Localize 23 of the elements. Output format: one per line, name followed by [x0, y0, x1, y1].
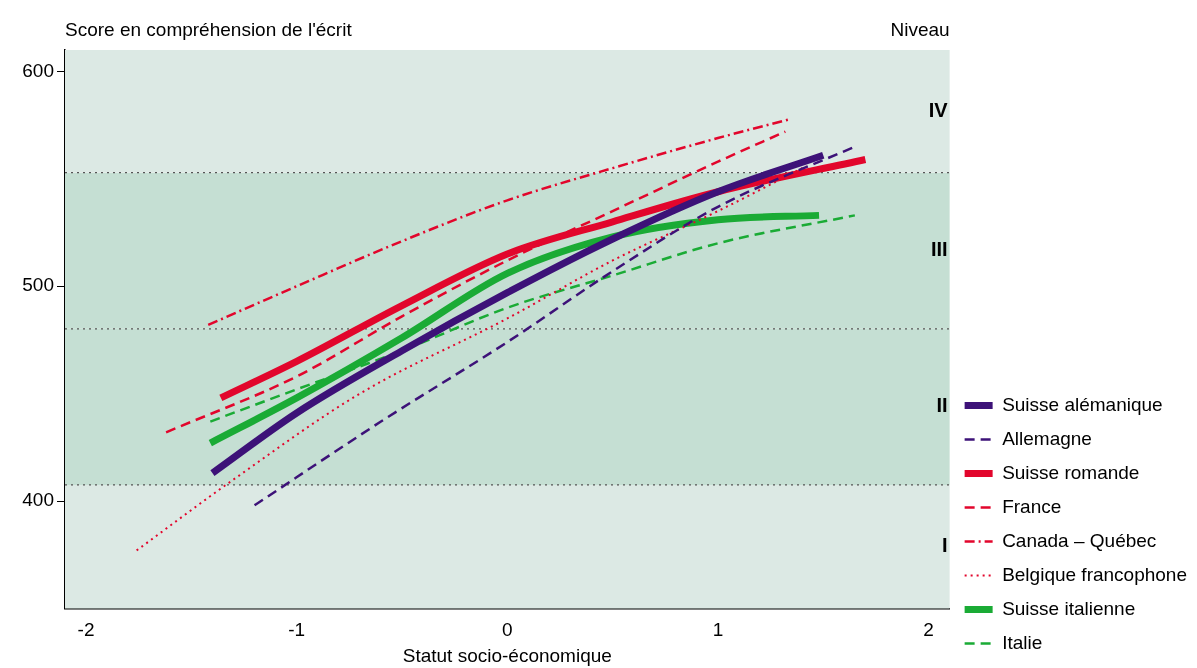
band-label: II — [936, 394, 948, 417]
x-tick-label: -1 — [288, 619, 306, 641]
legend-label: Allemagne — [1002, 427, 1092, 449]
band-label: I — [942, 534, 948, 557]
x-tick-label: -2 — [77, 619, 95, 641]
y-tick-label: 500 — [22, 274, 54, 296]
legend-label: France — [1002, 495, 1062, 517]
x-tick-label: 0 — [502, 619, 513, 641]
legend-label: Suisse alémanique — [1002, 393, 1163, 415]
legend-label: Italie — [1002, 631, 1043, 653]
y-axis-title: Score en compréhension de l'écrit — [65, 18, 353, 40]
legend-label: Suisse italienne — [1002, 597, 1136, 619]
x-tick-label: 1 — [712, 619, 724, 641]
band-label: III — [930, 238, 948, 261]
y-tick-label: 600 — [22, 59, 54, 81]
text: Niveau — [890, 18, 950, 40]
legend-label: Canada – Québec — [1002, 529, 1157, 551]
legend-label: Belgique francophone — [1002, 563, 1188, 585]
band-label: IV — [928, 98, 949, 121]
x-axis-title: Statut socio-économique — [402, 644, 612, 666]
x-tick-label: 2 — [923, 619, 934, 641]
legend-label: Suisse romande — [1002, 461, 1140, 483]
y-tick-label: 400 — [22, 489, 54, 511]
